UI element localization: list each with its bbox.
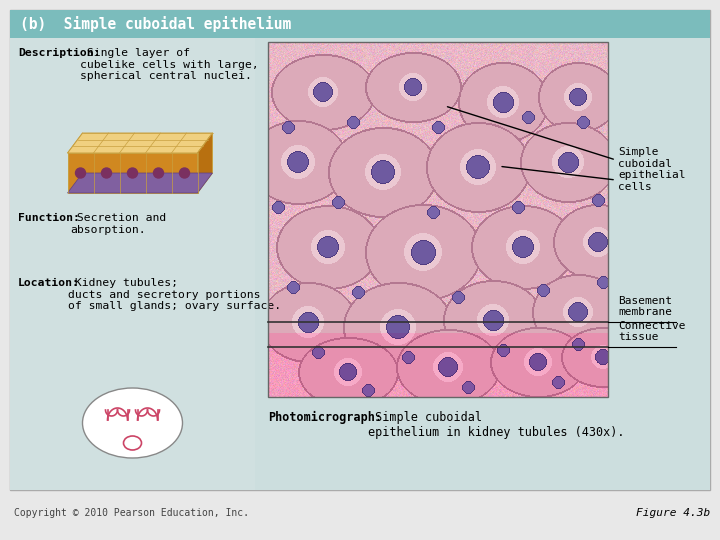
Text: Photomicrograph:: Photomicrograph:: [268, 411, 382, 424]
Ellipse shape: [83, 388, 182, 458]
Text: Basement
membrane: Basement membrane: [618, 296, 672, 318]
Polygon shape: [68, 133, 212, 153]
Bar: [10, 10, 710, 38]
Text: Copyright © 2010 Pearson Education, Inc.: Copyright © 2010 Pearson Education, Inc.: [14, 508, 249, 518]
Text: (b)  Simple cuboidal epithelium: (b) Simple cuboidal epithelium: [20, 16, 292, 32]
Text: Kidney tubules;
ducts and secretory portions
of small glands; ovary surface.: Kidney tubules; ducts and secretory port…: [68, 278, 281, 311]
Circle shape: [127, 168, 138, 178]
Text: Secretion and
absorption.: Secretion and absorption.: [70, 213, 166, 234]
Ellipse shape: [124, 436, 142, 450]
Polygon shape: [68, 173, 212, 193]
Text: Description:: Description:: [18, 48, 101, 58]
Circle shape: [179, 168, 189, 178]
Bar: [10, 38, 255, 490]
Bar: [10, 10, 710, 490]
Text: Single layer of
cubelike cells with large,
spherical central nuclei.: Single layer of cubelike cells with larg…: [80, 48, 258, 81]
Text: Simple
cuboidal
epithelial
cells: Simple cuboidal epithelial cells: [618, 147, 685, 192]
Bar: [268, 42, 608, 397]
Circle shape: [153, 168, 163, 178]
Bar: [10, 38, 710, 490]
Polygon shape: [68, 153, 197, 193]
Text: Function:: Function:: [18, 213, 80, 223]
Polygon shape: [197, 133, 212, 193]
Text: Figure 4.3b: Figure 4.3b: [636, 508, 710, 518]
Text: Simple cuboidal
epithelium in kidney tubules (430x).: Simple cuboidal epithelium in kidney tub…: [368, 411, 624, 439]
Text: Connective
tissue: Connective tissue: [618, 321, 685, 342]
Text: Location:: Location:: [18, 278, 80, 288]
Circle shape: [102, 168, 112, 178]
Circle shape: [76, 168, 86, 178]
